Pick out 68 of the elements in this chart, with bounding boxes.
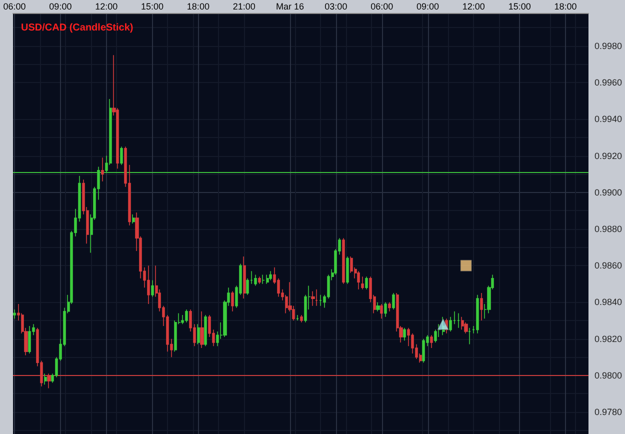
x-tick-label: 06:00 <box>3 2 26 12</box>
x-tick-label: 18:00 <box>554 2 577 12</box>
candlestick <box>430 334 433 348</box>
candlestick <box>422 338 425 364</box>
candlestick <box>461 316 464 330</box>
x-tick-label: 09:00 <box>49 2 72 12</box>
y-tick-label: 0.9860 <box>594 260 622 271</box>
x-tick-label: Mar 16 <box>276 2 304 12</box>
candlestick <box>44 373 47 385</box>
x-tick-label: 12:00 <box>462 2 485 12</box>
candlestick <box>457 312 460 328</box>
candlestick <box>296 314 299 321</box>
candlestick <box>185 309 188 323</box>
y-tick-label: 0.9900 <box>594 187 622 198</box>
candlestick <box>101 157 104 182</box>
x-tick-label: 12:00 <box>95 2 118 12</box>
candlestick <box>269 270 272 281</box>
candlestick <box>151 280 154 298</box>
candlestick <box>380 304 383 320</box>
candlestick <box>315 288 318 306</box>
candlestick <box>266 274 269 284</box>
candlestick <box>365 276 368 290</box>
candlestick <box>197 324 200 345</box>
candlestick <box>361 276 364 290</box>
candlestick <box>13 309 16 320</box>
candlestick <box>403 327 406 342</box>
candlestick <box>376 302 380 312</box>
y-tick-label: 0.9940 <box>594 114 622 124</box>
candlestick <box>28 326 31 354</box>
y-tick-label: 0.9780 <box>594 407 622 418</box>
candlestick <box>200 310 204 348</box>
candlestick <box>346 256 349 284</box>
candlestick <box>476 294 479 334</box>
x-tick-label: 03:00 <box>324 2 348 12</box>
candlestick <box>311 290 315 306</box>
y-tick-label: 0.9800 <box>594 370 622 380</box>
x-tick-label: 15:00 <box>141 2 164 12</box>
candlestick <box>342 238 345 284</box>
candlestick <box>262 274 265 284</box>
x-tick-label: 06:00 <box>370 2 394 12</box>
x-tick-label: 09:00 <box>416 2 440 12</box>
candlestick <box>243 256 246 299</box>
y-tick-label: 0.9840 <box>594 297 622 308</box>
candlestick <box>204 314 207 347</box>
x-tick-label: 18:00 <box>186 2 210 12</box>
x-tick-label: 15:00 <box>508 2 531 12</box>
candlestick <box>468 327 471 345</box>
y-tick-label: 0.9920 <box>594 150 622 161</box>
candlestick <box>147 265 150 304</box>
candlestick <box>47 373 51 389</box>
y-tick-label: 0.9880 <box>594 224 622 234</box>
y-tick-label: 0.9820 <box>594 334 622 344</box>
candlestick <box>258 276 261 284</box>
text: USD/CAD (CandleStick) <box>21 22 134 34</box>
x-tick-label: 21:00 <box>232 2 256 12</box>
candlestick <box>132 214 135 224</box>
candlestick <box>480 292 483 321</box>
candlestick <box>392 292 395 310</box>
candlestick <box>254 274 257 286</box>
y-tick-label: 0.9980 <box>594 40 622 51</box>
candlestick <box>120 146 123 166</box>
candlestick <box>319 294 322 306</box>
candlestick <box>231 290 234 312</box>
candlestick <box>357 270 360 290</box>
candlestick <box>384 302 387 318</box>
candlestick <box>300 314 303 323</box>
y-tick-label: 0.9960 <box>594 78 622 88</box>
candlestick <box>388 302 391 312</box>
